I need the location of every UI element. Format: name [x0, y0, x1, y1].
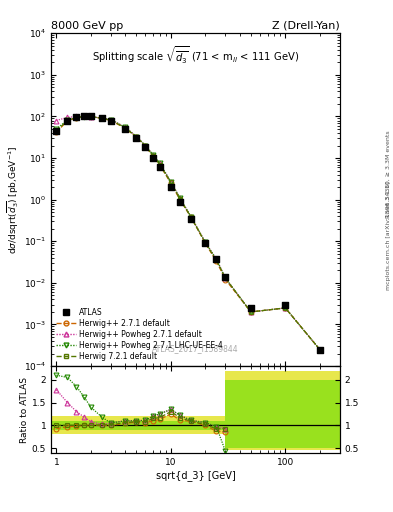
Y-axis label: d$\sigma$/dsqrt($\overline{d_3}$) [pb,GeV$^{-1}$]: d$\sigma$/dsqrt($\overline{d_3}$) [pb,Ge…	[6, 145, 21, 254]
Point	[213, 254, 220, 263]
Point	[53, 127, 59, 135]
Legend: ATLAS, Herwig++ 2.7.1 default, Herwig++ Powheg 2.7.1 default, Herwig++ Powheg 2.: ATLAS, Herwig++ 2.7.1 default, Herwig++ …	[55, 307, 224, 362]
Point	[222, 273, 229, 281]
Point	[177, 198, 183, 206]
Text: Z (Drell-Yan): Z (Drell-Yan)	[272, 20, 340, 31]
X-axis label: sqrt{d_3} [GeV]: sqrt{d_3} [GeV]	[156, 470, 235, 481]
Point	[122, 125, 129, 133]
Text: mcplots.cern.ch [arXiv:1306.3436]: mcplots.cern.ch [arXiv:1306.3436]	[386, 181, 391, 290]
Point	[248, 304, 254, 312]
Point	[64, 116, 71, 124]
Point	[88, 112, 94, 120]
Point	[188, 215, 194, 223]
Text: 8000 GeV pp: 8000 GeV pp	[51, 20, 123, 31]
Point	[282, 301, 288, 309]
Text: Splitting scale $\sqrt{\overline{d_3}}$ (71 < m$_{ll}$ < 111 GeV): Splitting scale $\sqrt{\overline{d_3}}$ …	[92, 45, 299, 66]
Text: ATLAS_2017_I1589844: ATLAS_2017_I1589844	[152, 344, 239, 353]
Point	[150, 154, 156, 162]
Point	[73, 113, 80, 121]
Point	[317, 346, 323, 354]
Point	[156, 163, 163, 172]
Point	[168, 183, 174, 191]
Point	[99, 114, 105, 122]
Point	[202, 239, 208, 247]
Point	[142, 143, 149, 152]
Y-axis label: Ratio to ATLAS: Ratio to ATLAS	[20, 377, 29, 442]
Text: Rivet 3.1.10, ≥ 3.3M events: Rivet 3.1.10, ≥ 3.3M events	[386, 130, 391, 218]
Point	[81, 112, 87, 120]
Point	[133, 134, 140, 142]
Point	[108, 116, 114, 124]
